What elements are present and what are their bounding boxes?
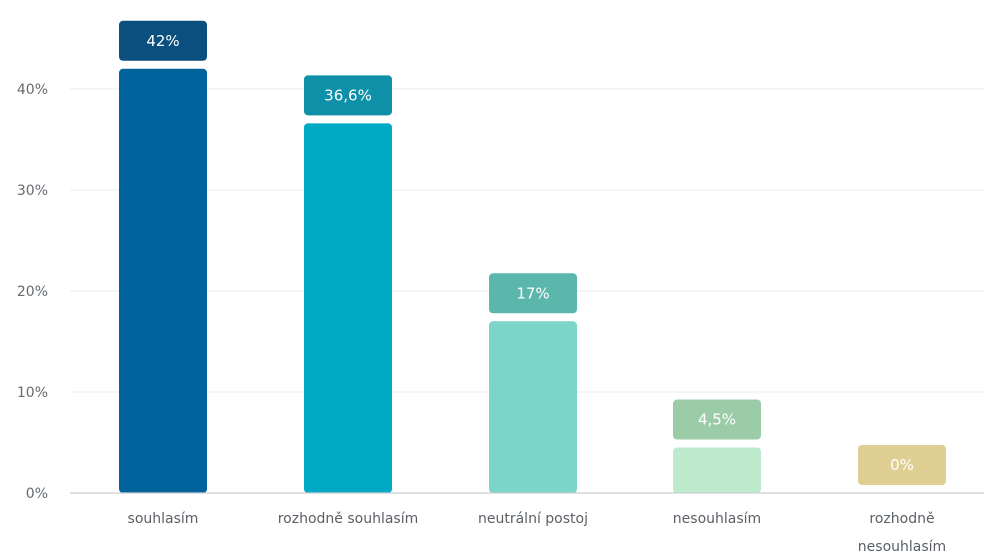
- value-label-text: 4,5%: [698, 411, 736, 429]
- x-axis-category-labels: souhlasím rozhodně souhlasím neutrální pos…: [128, 511, 947, 555]
- value-label-text: 36,6%: [324, 86, 372, 104]
- value-labels: 42% 36,6% 17% 4,5% 0%: [119, 20, 946, 485]
- value-label-box: [489, 273, 577, 314]
- value-label: 42%: [119, 20, 207, 61]
- bar: [119, 68, 207, 494]
- value-label: 17%: [489, 273, 577, 314]
- bar: [673, 447, 761, 493]
- bar: [489, 321, 577, 493]
- y-axis-tick-labels: 0% 10% 20% 30% 40%: [17, 82, 48, 502]
- value-label-box: [304, 75, 392, 116]
- value-label-text: 0%: [890, 456, 914, 474]
- category-label: neutrální postoj: [478, 511, 588, 527]
- value-label-text: 17%: [516, 284, 549, 302]
- y-tick-label: 40%: [17, 82, 48, 98]
- value-label-text: 42%: [146, 32, 179, 50]
- value-label: 4,5%: [673, 399, 761, 440]
- category-label: rozhodně nesouhlasím: [858, 511, 946, 555]
- bar: [304, 123, 392, 493]
- value-label-box: [673, 399, 761, 440]
- y-tick-label: 20%: [17, 284, 48, 300]
- value-label: 0%: [858, 445, 946, 485]
- y-tick-label: 30%: [17, 183, 48, 199]
- category-label: nesouhlasím: [673, 511, 761, 527]
- value-label: 36,6%: [304, 75, 392, 116]
- value-label-box: [858, 445, 946, 485]
- category-label: rozhodně souhlasím: [278, 511, 419, 527]
- y-tick-label: 0%: [26, 486, 48, 502]
- y-tick-label: 10%: [17, 385, 48, 401]
- value-label-box: [119, 20, 207, 61]
- bars: [119, 68, 761, 494]
- category-label: souhlasím: [128, 511, 199, 527]
